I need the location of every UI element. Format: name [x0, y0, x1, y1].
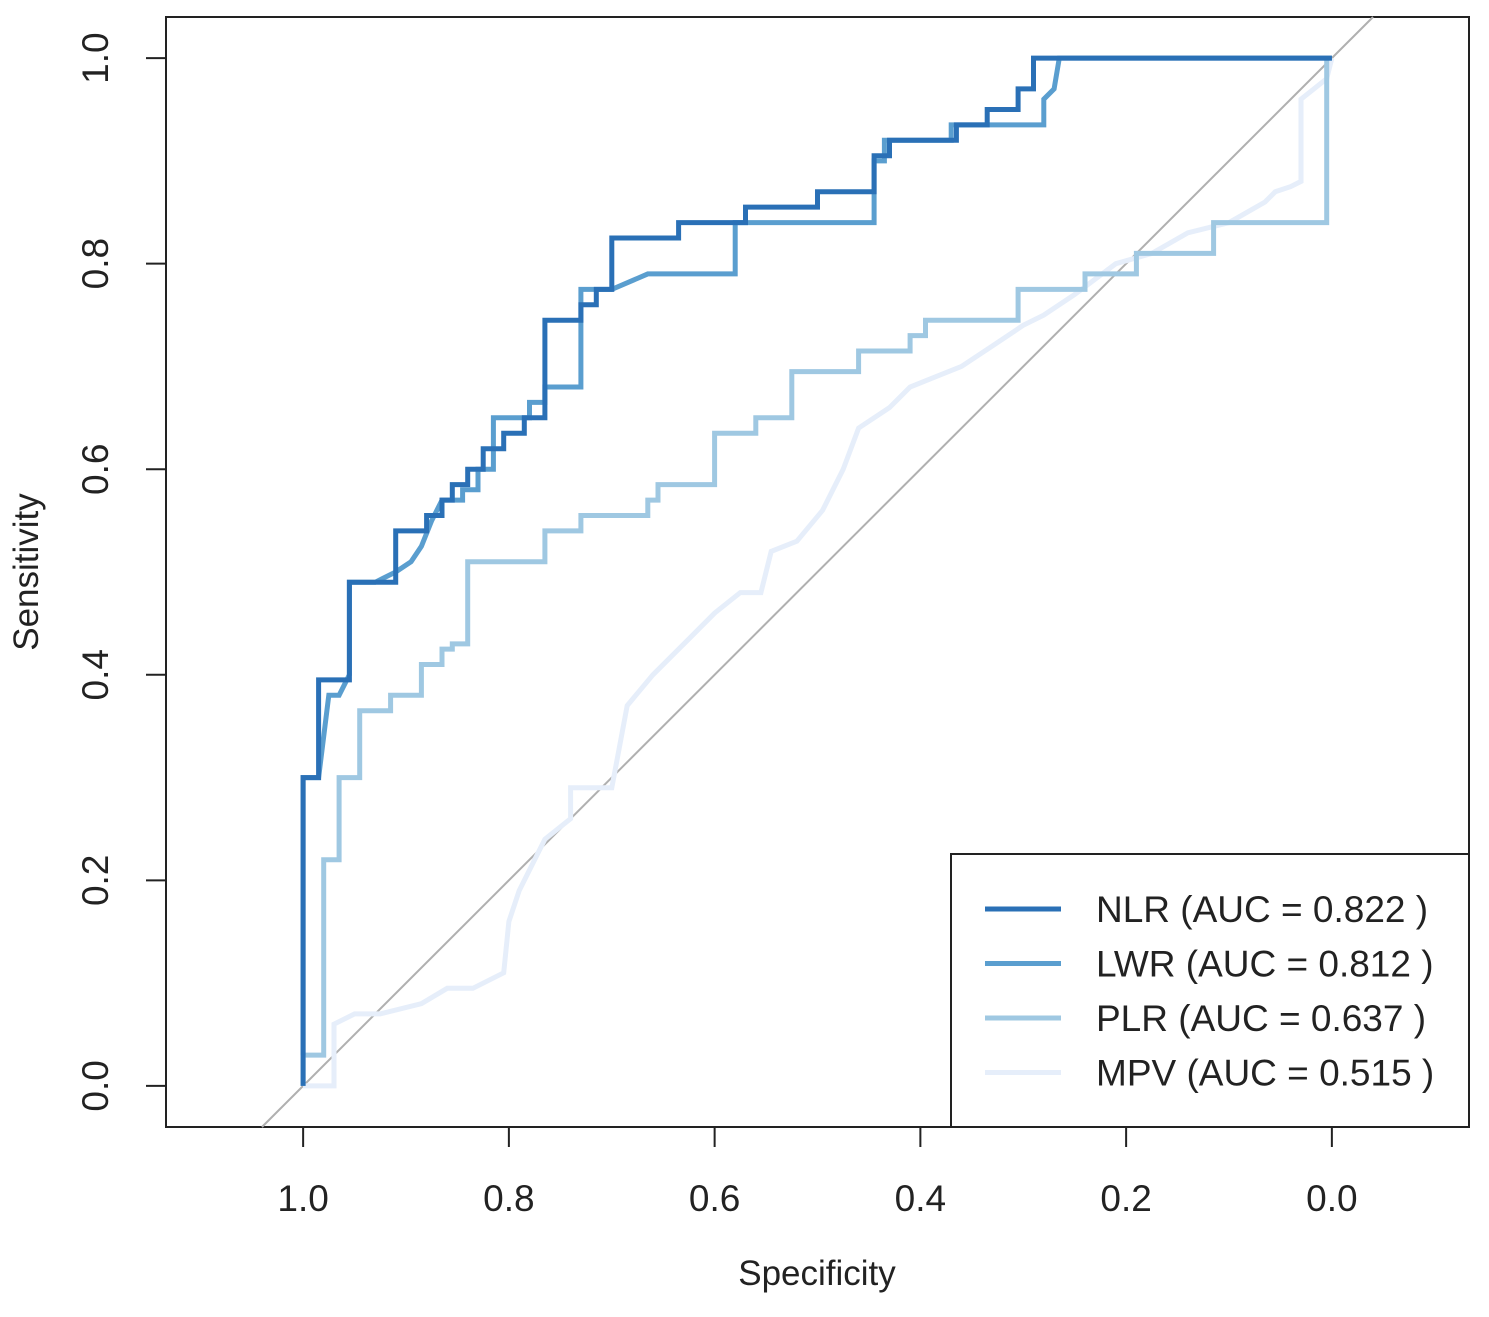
x-tick-label: 0.4 — [895, 1178, 946, 1219]
x-tick-label: 0.2 — [1100, 1178, 1151, 1219]
y-tick-label: 0.6 — [75, 444, 116, 495]
reference-diagonal-line — [261, 16, 1374, 1128]
roc-curve-plr — [300, 58, 1330, 1086]
y-tick-label: 1.0 — [75, 32, 116, 83]
roc-curve-nlr — [300, 55, 1332, 1086]
x-axis-title: Specificity — [738, 1254, 896, 1293]
x-tick-label: 1.0 — [277, 1178, 328, 1219]
y-tick-label: 0.4 — [75, 649, 116, 700]
legend-label-lwr: LWR (AUC = 0.812 ) — [1096, 944, 1434, 985]
legend-label-plr: PLR (AUC = 0.637 ) — [1096, 998, 1426, 1039]
x-tick-label: 0.0 — [1306, 1178, 1357, 1219]
y-tick-label: 0.2 — [75, 855, 116, 906]
legend-label-mpv: MPV (AUC = 0.515 ) — [1096, 1053, 1434, 1094]
x-tick-label: 0.8 — [483, 1178, 534, 1219]
y-tick-label: 0.0 — [75, 1060, 116, 1111]
legend-box — [950, 853, 1470, 1128]
y-axis-title: Sensitivity — [7, 493, 46, 651]
legend: NLR (AUC = 0.822 ) LWR (AUC = 0.812 ) PLR … — [950, 853, 1470, 1128]
y-tick-label: 0.8 — [75, 238, 116, 289]
x-tick-label: 0.6 — [689, 1178, 740, 1219]
legend-label-nlr: NLR (AUC = 0.822 ) — [1096, 889, 1428, 930]
